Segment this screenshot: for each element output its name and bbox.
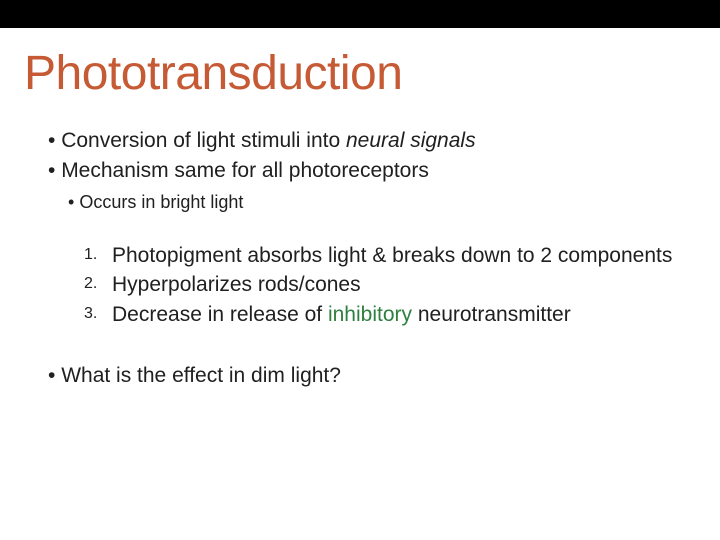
sub-bullet-item: Occurs in bright light [68, 190, 720, 214]
ordered-item: 2. Hyperpolarizes rods/cones [84, 271, 700, 298]
ordered-item: 1. Photopigment absorbs light & breaks d… [84, 242, 700, 269]
bullet-text-pre: Conversion of light stimuli into [61, 129, 346, 152]
ordered-text-post: neurotransmitter [412, 303, 571, 326]
bullet-item: Conversion of light stimuli into neural … [48, 127, 720, 155]
ordered-text-pre: Decrease in release of [112, 303, 328, 326]
ordered-text: Hyperpolarizes rods/cones [112, 271, 700, 298]
sub-bullet-text: Occurs in bright light [79, 192, 243, 212]
bullet-item: Mechanism same for all photoreceptors [48, 157, 720, 185]
ordered-item: 3. Decrease in release of inhibitory neu… [84, 301, 700, 328]
slide-content: Conversion of light stimuli into neural … [0, 101, 720, 390]
slide: Phototransduction Conversion of light st… [0, 0, 720, 540]
ordered-text: Decrease in release of inhibitory neurot… [112, 301, 700, 328]
ordered-text-green: inhibitory [328, 303, 412, 326]
ordered-text: Photopigment absorbs light & breaks down… [112, 242, 700, 269]
bullet-item: What is the effect in dim light? [48, 362, 720, 390]
ordered-number: 3. [84, 301, 112, 328]
ordered-list: 1. Photopigment absorbs light & breaks d… [84, 242, 720, 328]
top-bar [0, 0, 720, 28]
bullet-text: What is the effect in dim light? [61, 364, 341, 387]
slide-title: Phototransduction [0, 28, 720, 101]
bullet-text-pre: Mechanism same for all photoreceptors [61, 159, 429, 182]
bullet-text-italic: neural signals [346, 129, 476, 152]
ordered-number: 1. [84, 242, 112, 269]
ordered-number: 2. [84, 271, 112, 298]
